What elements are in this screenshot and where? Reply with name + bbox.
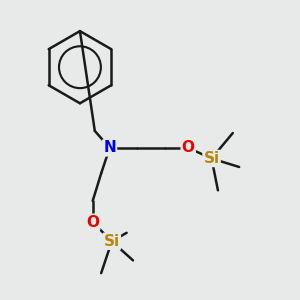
Text: Si: Si (104, 234, 120, 249)
Text: O: O (182, 140, 195, 155)
Text: O: O (86, 215, 99, 230)
Text: N: N (103, 140, 116, 155)
Text: Si: Si (203, 151, 220, 166)
